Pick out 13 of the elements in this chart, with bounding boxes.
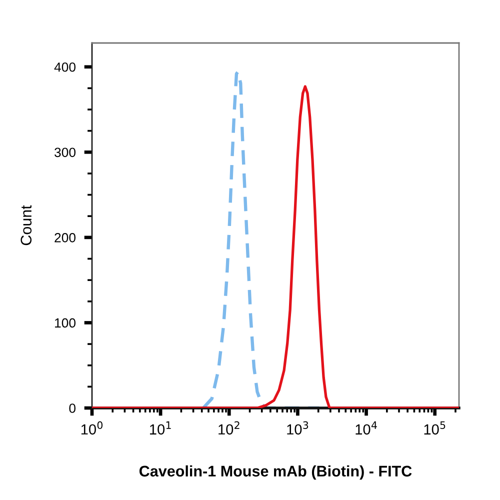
- x-tick-label: 10$^{3}$: [287, 421, 308, 435]
- x-tick-label: 10$^{5}$: [424, 421, 446, 435]
- x-tick-label: 10$^{1}$: [150, 421, 171, 435]
- x-tick-label: 10$^{0}$: [81, 421, 103, 435]
- x-tick-label: 10$^{4}$: [356, 421, 377, 435]
- y-axis-title: Count: [20, 205, 32, 246]
- y-tick-label: 300: [54, 148, 76, 158]
- y-tick-label: 0: [69, 404, 76, 413]
- x-tick-label: 10$^{2}$: [218, 421, 240, 435]
- y-tick-label: 100: [55, 318, 76, 328]
- x-axis-title: Caveolin-1 Mouse mAb (Biotin) - FITC: [139, 465, 412, 480]
- y-tick-label: 200: [54, 233, 76, 242]
- y-tick-label: 400: [54, 62, 76, 72]
